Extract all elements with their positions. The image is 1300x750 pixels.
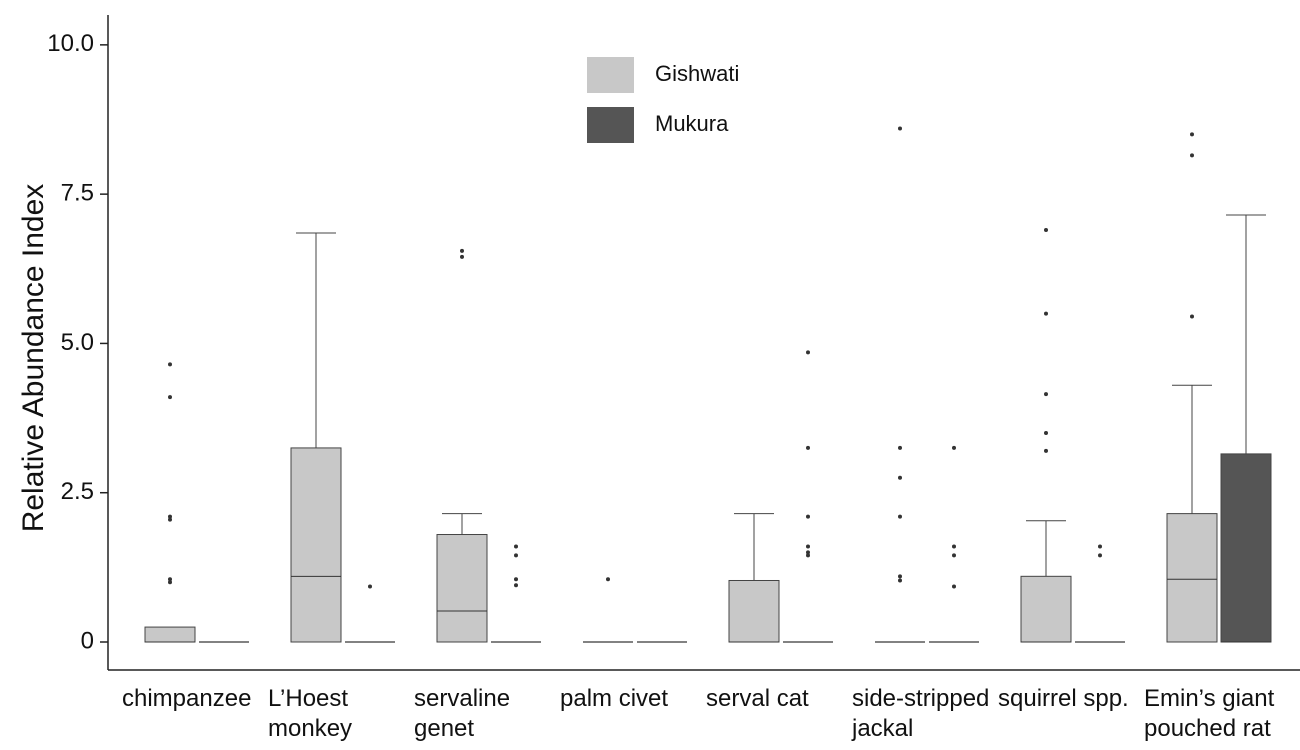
outlier [1098, 553, 1102, 557]
outlier [952, 584, 956, 588]
outlier [1190, 132, 1194, 136]
chart: Relative Abundance Index 0 2.5 5.0 7.5 10.0 G… [0, 0, 1300, 750]
legend-label: Mukura [655, 111, 729, 136]
outlier [1044, 431, 1048, 435]
x-tick-label: L’Hoest monkey [268, 684, 418, 744]
outlier [806, 446, 810, 450]
outlier [898, 446, 902, 450]
outlier [1044, 228, 1048, 232]
legend-swatch [587, 57, 634, 93]
x-tick-label: palm civet [560, 684, 710, 714]
outlier [606, 577, 610, 581]
outlier [168, 580, 172, 584]
outlier [952, 446, 956, 450]
x-tick-label: side-stripped jackal [852, 684, 1002, 744]
box [1021, 576, 1071, 642]
y-axis-label: Relative Abundance Index [17, 184, 50, 533]
outlier [168, 518, 172, 522]
box [291, 448, 341, 642]
y-tick-label: 7.5 [61, 179, 94, 206]
outlier [1044, 449, 1048, 453]
outlier [514, 544, 518, 548]
outlier [898, 126, 902, 130]
legend-label: Gishwati [655, 61, 739, 86]
x-tick-label: servaline genet [414, 684, 564, 744]
outlier [460, 249, 464, 253]
outlier [898, 515, 902, 519]
outlier [806, 553, 810, 557]
box [1167, 514, 1217, 642]
outlier [368, 584, 372, 588]
y-tick-label: 10.0 [47, 30, 94, 57]
y-tick-label: 5.0 [61, 329, 94, 356]
outlier [514, 583, 518, 587]
x-tick-label: Emin’s giant pouched rat [1144, 684, 1294, 744]
outlier [1098, 544, 1102, 548]
outlier [168, 362, 172, 366]
outlier [168, 395, 172, 399]
outlier [806, 544, 810, 548]
outlier [1190, 315, 1194, 319]
outlier [898, 574, 902, 578]
outlier [1190, 153, 1194, 157]
chart-container: Relative Abundance Index 0 2.5 5.0 7.5 10.0 G… [0, 0, 1300, 750]
outlier [1044, 392, 1048, 396]
box [145, 627, 195, 642]
x-tick-label: serval cat [706, 684, 856, 714]
x-tick-label: squirrel spp. [998, 684, 1148, 714]
outlier [806, 515, 810, 519]
y-tick-label: 0 [81, 627, 94, 654]
box [729, 580, 779, 642]
y-tick-label: 2.5 [61, 478, 94, 505]
box [437, 535, 487, 642]
outlier [952, 553, 956, 557]
outlier [898, 476, 902, 480]
outlier [898, 578, 902, 582]
legend-swatch [587, 107, 634, 143]
outlier [1044, 312, 1048, 316]
outlier [460, 255, 464, 259]
outlier [514, 577, 518, 581]
outlier [514, 553, 518, 557]
outlier [952, 544, 956, 548]
x-tick-label: chimpanzee [122, 684, 272, 714]
box [1221, 454, 1271, 642]
outlier [806, 350, 810, 354]
